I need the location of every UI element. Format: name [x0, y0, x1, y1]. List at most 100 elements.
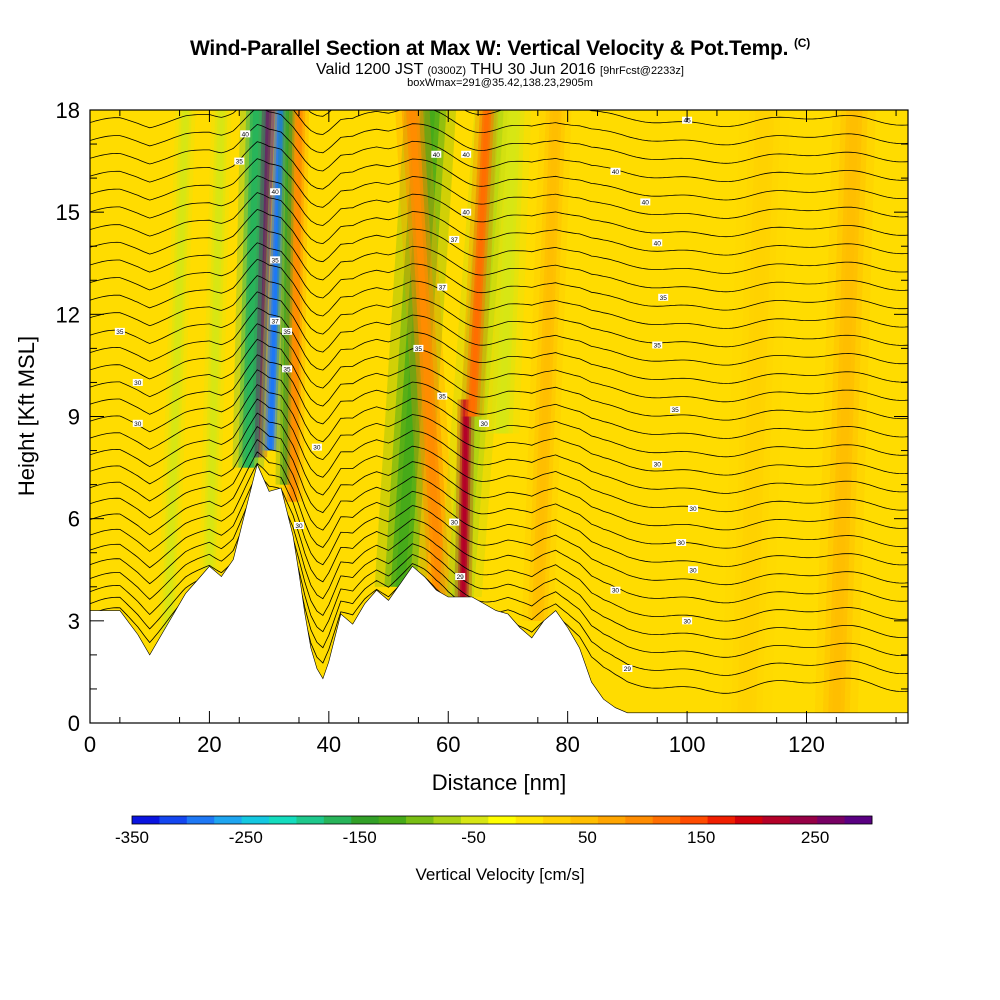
contour-label-bg [670, 406, 681, 414]
contour-label-12: 40 [431, 150, 442, 159]
contour-label-bg [622, 665, 633, 673]
isentrope-33 [90, 38, 908, 90]
colorbar-swatch-4 [241, 816, 270, 824]
contour-label-20: 30 [449, 518, 460, 527]
colorbar-swatch-21 [707, 816, 736, 824]
isentrope-24 [90, 192, 908, 256]
velocity-band-6-3 [409, 110, 443, 597]
contour-label-text: 35 [660, 295, 668, 302]
chart-title-text: Wind-Parallel Section at Max W: Vertical… [189, 37, 789, 60]
velocity-band-9-3 [469, 110, 490, 417]
isentrope-19 [90, 275, 908, 348]
copyright-mark: (C) [793, 36, 811, 50]
contour-label-19: 30 [479, 419, 490, 428]
contour-label-4: 35 [234, 157, 245, 166]
contour-label-bg [676, 539, 687, 547]
contour-label-26: 35 [658, 293, 669, 302]
contour-label-text: 30 [451, 520, 459, 527]
contour-label-35: 29 [622, 665, 633, 673]
isentrope-21 [90, 242, 908, 311]
colorbar-swatch-15 [543, 816, 571, 824]
isentrope-25 [90, 175, 908, 238]
velocity-band-11-3 [165, 110, 188, 638]
contour-label-bg [114, 327, 125, 335]
contour-label-bg [270, 256, 281, 264]
contour-label-text: 40 [242, 131, 250, 138]
contour-label-text: 30 [313, 445, 321, 452]
contour-label-text: 30 [689, 567, 697, 574]
chart-subtitle: Valid 1200 JST (0300Z) THU 30 Jun 2016 [… [0, 61, 1000, 79]
y-axis-title: Height [Kft MSL] [14, 336, 39, 496]
contour-label-bg [652, 460, 663, 468]
velocity-band-13-3 [534, 110, 559, 621]
contour-label-bg [658, 293, 669, 301]
contour-label-bg [610, 586, 621, 594]
x-axis-title: Distance [nm] [432, 770, 567, 795]
contour-label-text: 35 [283, 329, 291, 336]
colorbar-label-3: -50 [461, 828, 486, 847]
isentrope-3 [90, 490, 908, 640]
x-tick-label-5: 100 [669, 732, 706, 757]
contour-label-18: 35 [437, 392, 448, 401]
contour-label-28: 35 [670, 406, 681, 414]
contour-label-text: 40 [642, 199, 650, 206]
isentrope-11 [90, 398, 908, 494]
contour-label-text: 37 [271, 319, 279, 326]
velocity-band-10-3 [498, 110, 518, 434]
contour-label-11: 30 [293, 521, 304, 530]
contour-label-text: 35 [672, 407, 680, 414]
velocity-band-3-3 [284, 110, 293, 485]
contour-label-30: 30 [688, 504, 699, 513]
colorbar-swatch-13 [488, 816, 517, 824]
contour-label-15: 37 [449, 235, 460, 244]
contour-label-bg [240, 130, 251, 138]
contour-label-13: 40 [461, 150, 472, 159]
contour-label-text: 30 [683, 618, 691, 625]
contour-label-17: 35 [413, 344, 424, 353]
velocity-band-8-3 [461, 399, 468, 597]
velocity-band-12-3 [207, 110, 224, 570]
isentrope-10 [90, 412, 908, 513]
isentrope-20 [90, 258, 908, 329]
contour-label-text: 35 [654, 342, 662, 349]
isentrope-6 [90, 462, 908, 586]
contour-label-bg [688, 504, 699, 512]
contour-labels: 35 30 30 40 35 40 35 37 35 35 30 30 40 40 40 37 37 35 35 30… [114, 116, 699, 673]
contour-label-text: 29 [624, 666, 632, 673]
colorbar-swatch-14 [515, 816, 544, 824]
contour-label-text: 35 [439, 394, 447, 401]
colorbar-swatch-9 [378, 816, 407, 824]
contour-label-3: 40 [240, 130, 251, 138]
isentrope-13 [90, 369, 908, 458]
contour-label-10: 30 [311, 443, 322, 452]
contour-label-21: 29 [455, 573, 466, 581]
contour-label-14: 40 [461, 208, 472, 217]
x-tick-label-4: 80 [555, 732, 579, 757]
y-tick-label-2: 6 [68, 507, 80, 532]
contour-label-text: 40 [654, 240, 662, 247]
x-tick-label-1: 20 [197, 732, 221, 757]
contour-label-2: 30 [132, 419, 143, 428]
isentrope-27 [90, 141, 908, 201]
velocity-band-4-3 [291, 110, 301, 502]
contour-label-text: 40 [271, 189, 279, 196]
colorbar-swatch-12 [460, 816, 489, 824]
colorbar-swatch-1 [159, 816, 188, 824]
isentrope-9 [90, 426, 908, 531]
colorbar-swatch-6 [296, 816, 325, 824]
isentrope-18 [90, 291, 908, 366]
contour-label-bg [461, 208, 472, 216]
contour-label-bg [640, 198, 651, 206]
isentrope-8 [90, 439, 908, 549]
colorbar-swatch-20 [680, 816, 708, 824]
chart-title: Wind-Parallel Section at Max W: Vertical… [0, 36, 1000, 61]
contour-label-bg [610, 167, 621, 175]
contour-label-24: 40 [640, 198, 651, 206]
box-info: boxWmax=291@35.42,138.23,2905m [407, 77, 593, 89]
contour-label-16: 37 [437, 283, 448, 292]
contour-label-text: 30 [480, 421, 488, 428]
contour-label-5: 40 [270, 188, 281, 196]
contour-label-34: 30 [682, 617, 693, 625]
axis-ticks: 0 20 40 60 80 100 120 0 3 6 9 12 15 18 [56, 98, 908, 757]
colorbar-label-6: 250 [801, 828, 829, 847]
